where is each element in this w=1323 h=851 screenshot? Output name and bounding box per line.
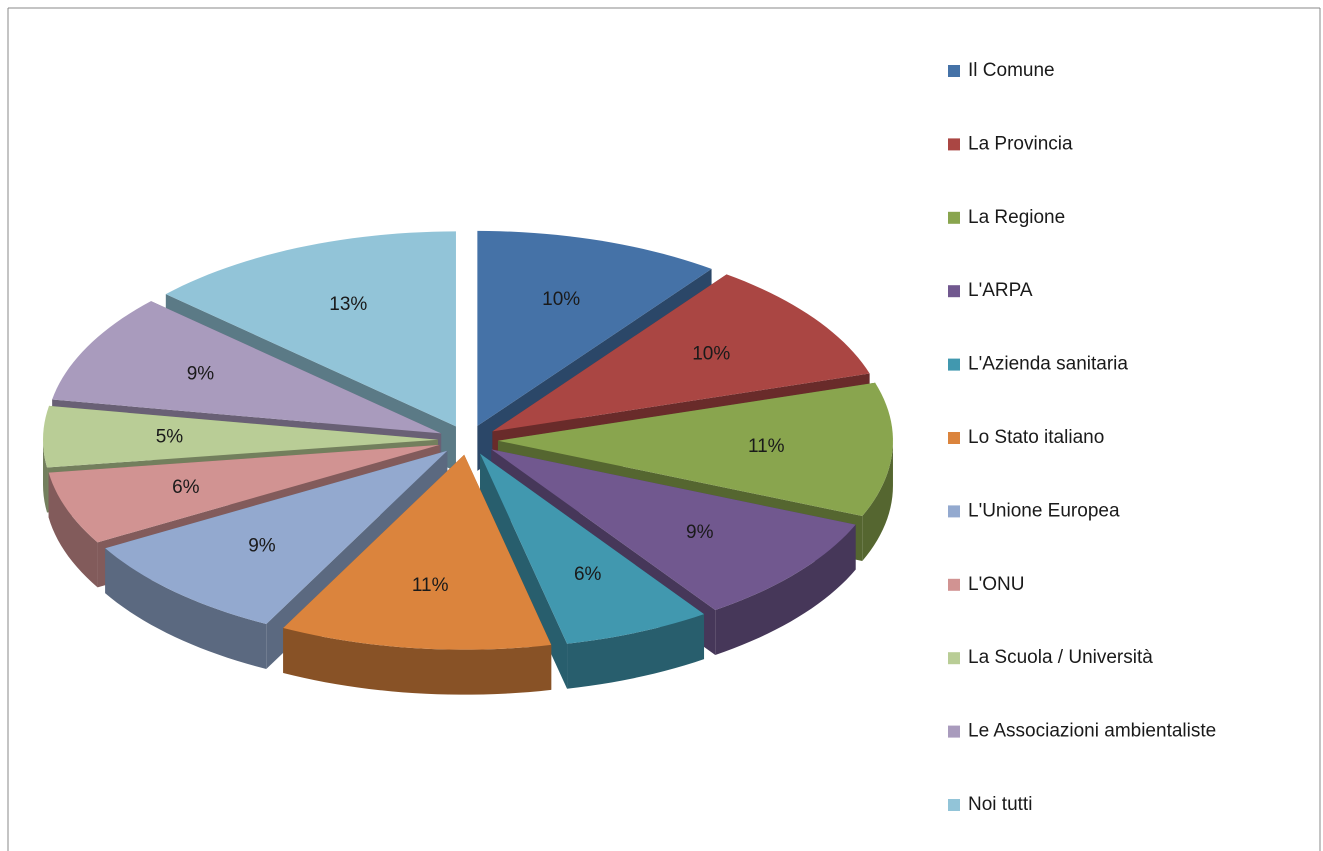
legend-label: Le Associazioni ambientaliste <box>968 721 1216 742</box>
legend-swatch <box>948 652 960 665</box>
slice <box>105 450 448 625</box>
slice <box>165 231 456 427</box>
legend-swatch <box>948 725 960 738</box>
data-label: 9% <box>248 536 276 557</box>
slice <box>492 274 870 432</box>
slice <box>497 382 893 517</box>
data-label: 11% <box>748 436 785 457</box>
data-label: 10% <box>692 344 730 365</box>
data-label: 11% <box>412 575 449 596</box>
slice-side <box>567 614 705 689</box>
legend-swatch <box>948 578 960 591</box>
legend-swatch <box>948 505 960 518</box>
slice <box>52 301 442 434</box>
legend-swatch <box>948 138 960 151</box>
legend-swatch <box>948 358 960 371</box>
legend-label: Il Comune <box>968 60 1055 81</box>
legend-label: L'Azienda sanitaria <box>968 354 1128 375</box>
legend-label: L'Unione Europea <box>968 500 1120 521</box>
legend-swatch <box>948 799 960 811</box>
slice-side <box>862 440 893 562</box>
data-label: 9% <box>187 364 215 385</box>
slice <box>48 444 440 543</box>
slice-side <box>48 472 98 588</box>
slice-side <box>283 628 552 695</box>
legend-label: La Scuola / Università <box>968 647 1153 668</box>
slice <box>283 454 552 650</box>
slice <box>480 453 705 644</box>
data-label: 9% <box>686 522 714 543</box>
data-label: 6% <box>172 477 200 498</box>
data-label: 10% <box>542 289 580 310</box>
legend-label: Lo Stato italiano <box>968 427 1104 448</box>
slice <box>43 405 439 468</box>
legend-label: Noi tutti <box>968 794 1032 815</box>
slice-side <box>43 439 48 513</box>
legend-swatch <box>948 211 960 224</box>
slice-side <box>715 524 856 655</box>
legend-swatch <box>948 65 960 77</box>
data-label: 6% <box>574 564 602 585</box>
slice-side <box>105 548 267 670</box>
legend-swatch <box>948 285 960 298</box>
legend-label: L'ONU <box>968 574 1024 595</box>
slice-side <box>480 453 568 689</box>
legend-label: La Provincia <box>968 133 1073 154</box>
slice <box>477 230 712 426</box>
data-label: 5% <box>156 427 184 448</box>
slice <box>491 449 856 610</box>
legend-label: L'ARPA <box>968 280 1033 301</box>
data-label: 13% <box>329 294 367 315</box>
legend-label: La Regione <box>968 207 1065 228</box>
legend-swatch <box>948 432 960 444</box>
